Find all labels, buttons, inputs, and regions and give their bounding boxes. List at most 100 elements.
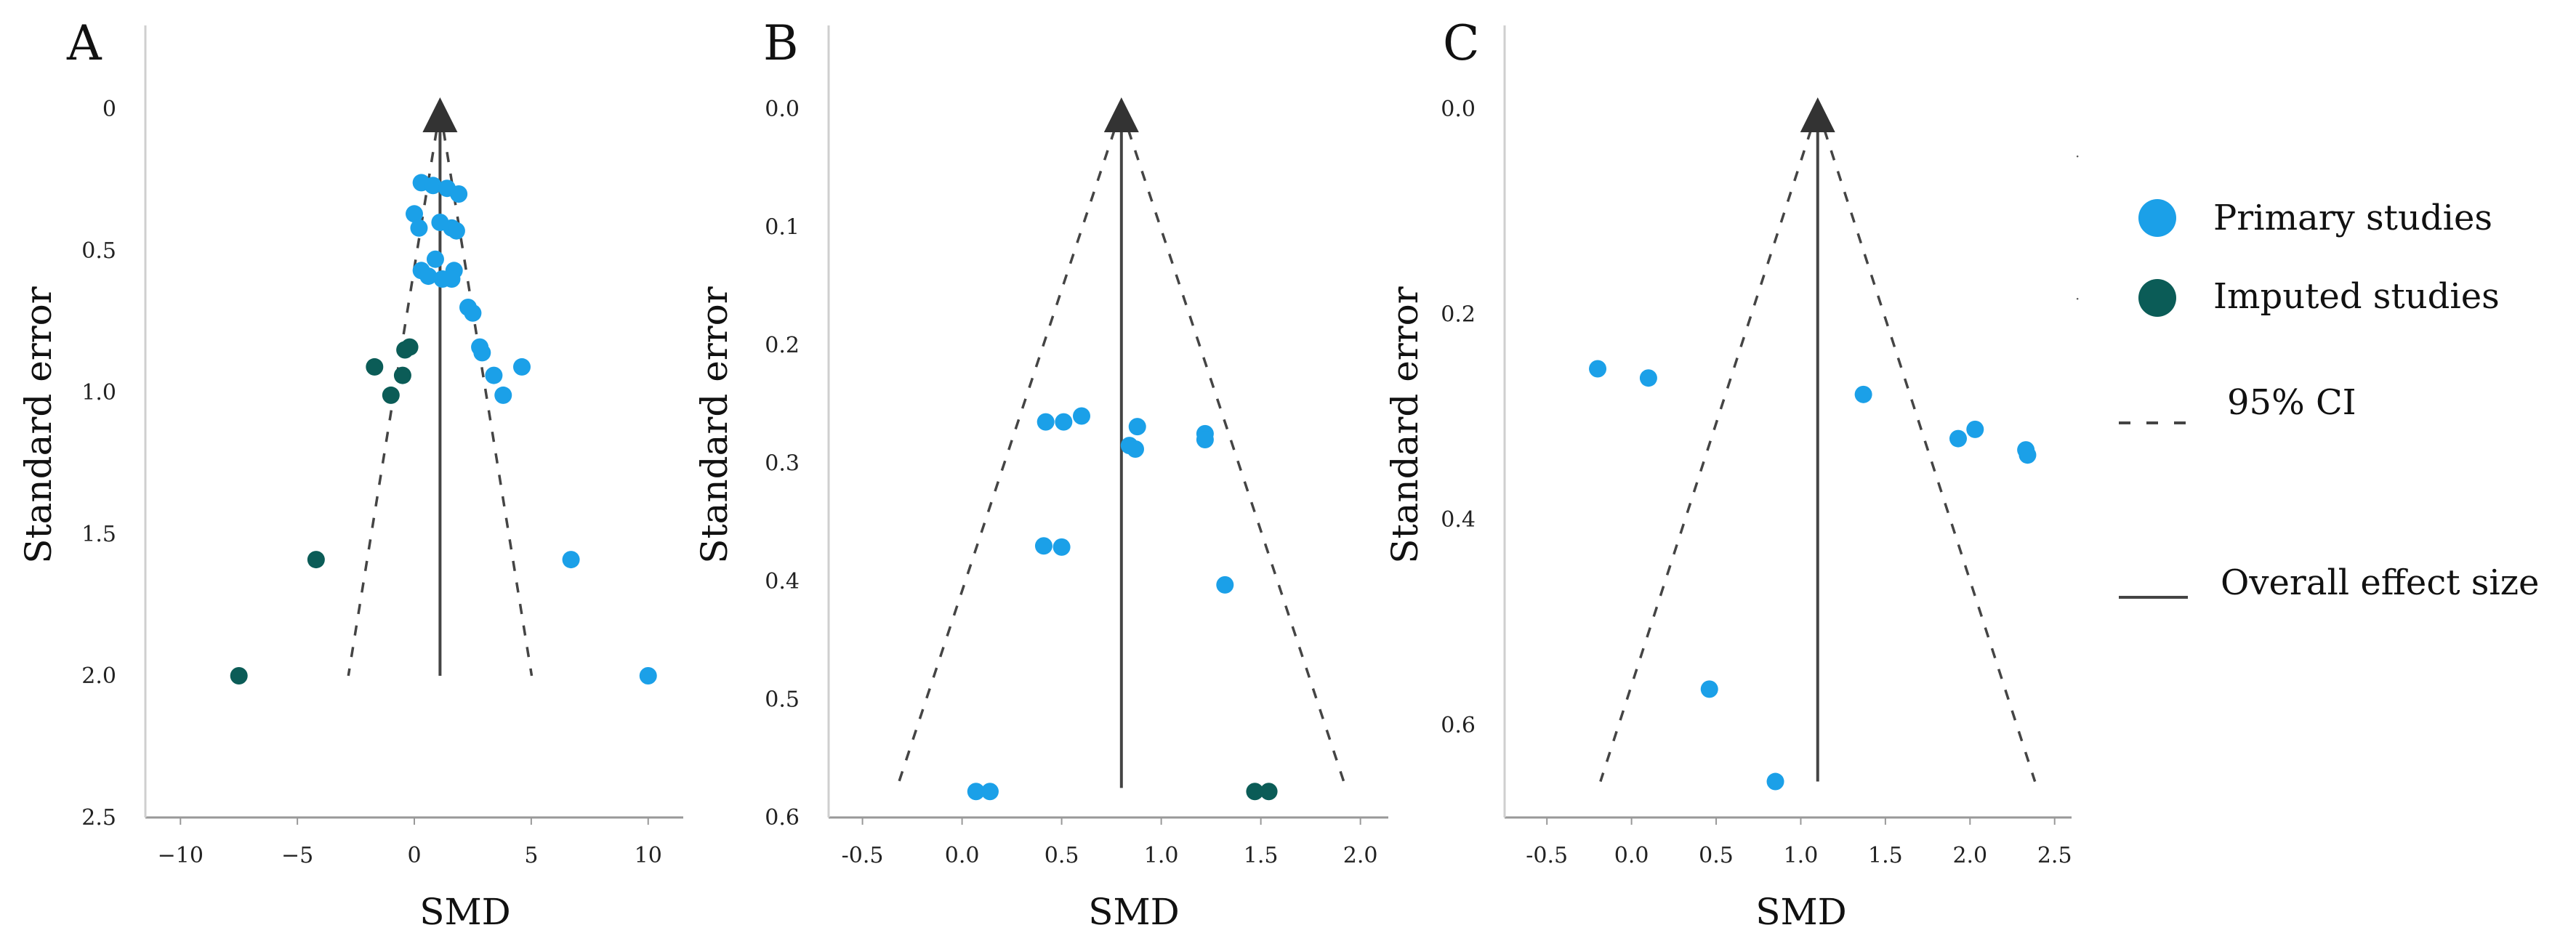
panel-a-primary-study-point [419, 267, 438, 286]
panel-a-primary-study-point [450, 185, 468, 203]
panel-b-y-tick-label: 0.4 [765, 569, 800, 594]
panel-a-primary-study-point [639, 667, 657, 685]
panel-a-y-tick-label: 1.5 [81, 522, 116, 547]
panel-b-x-tick-label: 0.0 [945, 843, 980, 868]
panel-b-primary-study-point [1128, 418, 1146, 436]
panel-c-x-tick-label: 2.0 [1952, 843, 1987, 868]
legend-primary-label: Primary studies [2213, 198, 2492, 238]
panel-a-y-tick-label: 2.0 [81, 663, 116, 689]
panel-c-y-tick-label: 0.6 [1441, 713, 1476, 738]
panel-a-imputed-study-point [307, 551, 325, 569]
panel-b-primary-study-point [1126, 440, 1144, 458]
panel-b-primary-study-point [1034, 537, 1052, 555]
panel-c-primary-study-point [1966, 420, 1984, 438]
panel-c-x-tick-label: 1.5 [1868, 843, 1903, 868]
legend-stray-mark-mid: · [2075, 290, 2080, 307]
panel-b-primary-study-point [1052, 538, 1071, 556]
panel-b-primary-study-point [1073, 407, 1091, 425]
legend-imputed-label: Imputed studies [2213, 276, 2500, 317]
panel-c-primary-study-point [1589, 360, 1607, 378]
panel-b: B -0.5 0.0 0.5 1.0 1.5 2.0 0.0 0.1 0.2 0.3 0.4 0.5… [693, 15, 1388, 933]
panel-c-primary-study-point [1700, 680, 1718, 698]
panel-b-y-tick-label: 0.3 [765, 451, 800, 477]
legend-effect-label: Overall effect size [2221, 562, 2539, 603]
panel-a-primary-study-point [562, 551, 580, 569]
legend-ci-label: 95% CI [2227, 382, 2356, 423]
panel-a-primary-study-point [406, 205, 423, 223]
panel-a-y-axis-title: Standard error [17, 286, 60, 563]
panel-b-primary-study-point [967, 783, 985, 801]
panel-b-y-tick-label: 0.1 [765, 215, 800, 241]
panel-c-x-axis-title: SMD [1755, 891, 1847, 933]
panel-a-x-tick-label: −10 [158, 843, 204, 868]
panel-b-primary-study-point [981, 783, 999, 801]
panel-b-ci-left-line [895, 108, 1123, 788]
panel-b-x-tick-label: 2.0 [1343, 843, 1378, 868]
panel-a-x-tick-label: −5 [281, 843, 313, 868]
panel-b-primary-study-point [1055, 413, 1073, 431]
panel-b-y-tick-label: 0.0 [765, 97, 800, 122]
panel-c-y-tick-label: 0.4 [1441, 507, 1476, 533]
panel-c-x-tick-label: -0.5 [1526, 843, 1568, 868]
panel-a-primary-study-point [410, 219, 428, 237]
panel-a-x-axis-title: SMD [419, 891, 511, 933]
panel-a-imputed-study-point [366, 358, 384, 376]
panel-c-primary-study-point [2018, 446, 2037, 464]
panel-a-y-tick-label: 2.5 [81, 805, 116, 831]
panel-c-primary-study-point [1766, 772, 1784, 791]
panel-b-imputed-study-point [1246, 783, 1264, 801]
panel-a-imputed-study-point [401, 338, 419, 356]
panel-a-primary-study-point [447, 222, 465, 240]
panel-c-primary-study-point [1639, 369, 1657, 387]
panel-a-primary-study-point [513, 358, 531, 376]
panel-a-letter: A [66, 15, 102, 71]
panel-c-y-axis-title: Standard error [1384, 286, 1426, 563]
panel-a-x-tick-label: 0 [407, 843, 421, 868]
panel-a-imputed-study-point [382, 386, 400, 404]
panel-c-y-tick-label: 0.2 [1441, 302, 1476, 328]
legend-imputed-marker [2138, 279, 2176, 317]
panel-a-x-tick-label: 10 [635, 843, 662, 868]
panel-a-primary-study-point [494, 386, 512, 404]
panel-a-primary-study-point [464, 304, 482, 322]
panel-b-x-tick-label: 0.5 [1045, 843, 1079, 868]
panel-a-primary-study-point [473, 344, 491, 362]
panel-b-imputed-study-point [1260, 783, 1278, 801]
legend-stray-mark-top: · [2075, 148, 2080, 165]
panel-c-x-tick-label: 1.0 [1784, 843, 1819, 868]
panel-b-letter: B [763, 15, 799, 71]
panel-c-primary-study-point [1854, 385, 1872, 403]
panel-b-x-axis-title: SMD [1088, 891, 1180, 933]
panel-c-letter: C [1443, 15, 1480, 71]
panel-c: C -0.5 0.0 0.5 1.0 1.5 2.0 2.5 0.0 0.2 0.4 0.6 SM… [1384, 15, 2072, 933]
legend-primary-marker [2138, 199, 2176, 237]
panel-b-y-tick-label: 0.2 [765, 333, 800, 358]
panel-b-primary-study-point [1037, 413, 1055, 431]
panel-a: A −10 −5 0 5 10 0 0.5 1.0 1.5 2.0 2.5 SMD Standar… [17, 15, 683, 933]
panel-c-x-tick-label: 0.5 [1699, 843, 1734, 868]
panel-c-x-tick-label: 0.0 [1614, 843, 1649, 868]
panel-a-primary-study-point [424, 177, 442, 195]
legend: Primary studies Imputed studies 95% CI O… [2075, 148, 2539, 603]
panel-a-y-tick-label: 0.5 [81, 238, 116, 264]
panel-b-x-tick-label: 1.5 [1244, 843, 1279, 868]
panel-c-y-tick-label: 0.0 [1441, 97, 1476, 122]
panel-a-imputed-study-point [393, 366, 411, 384]
panel-b-y-tick-label: 0.5 [765, 687, 800, 713]
panel-a-imputed-study-point [230, 667, 248, 685]
panel-a-primary-study-point [443, 270, 461, 288]
panel-b-ci-right-line [1120, 108, 1348, 788]
panel-a-ci-right-line [438, 108, 534, 677]
panel-b-x-tick-label: -0.5 [842, 843, 884, 868]
panel-a-primary-study-point [426, 250, 444, 268]
panel-a-x-tick-label: 5 [524, 843, 538, 868]
panel-b-y-tick-label: 0.6 [765, 805, 800, 831]
panel-b-primary-study-point [1216, 576, 1234, 594]
panel-b-primary-study-point [1196, 431, 1214, 448]
panel-c-x-tick-label: 2.5 [2037, 843, 2072, 868]
panel-b-x-tick-label: 1.0 [1144, 843, 1179, 868]
panel-a-y-tick-label: 1.0 [81, 380, 116, 405]
panel-a-primary-study-point [485, 366, 503, 384]
panel-c-ci-left-line [1599, 108, 1819, 783]
